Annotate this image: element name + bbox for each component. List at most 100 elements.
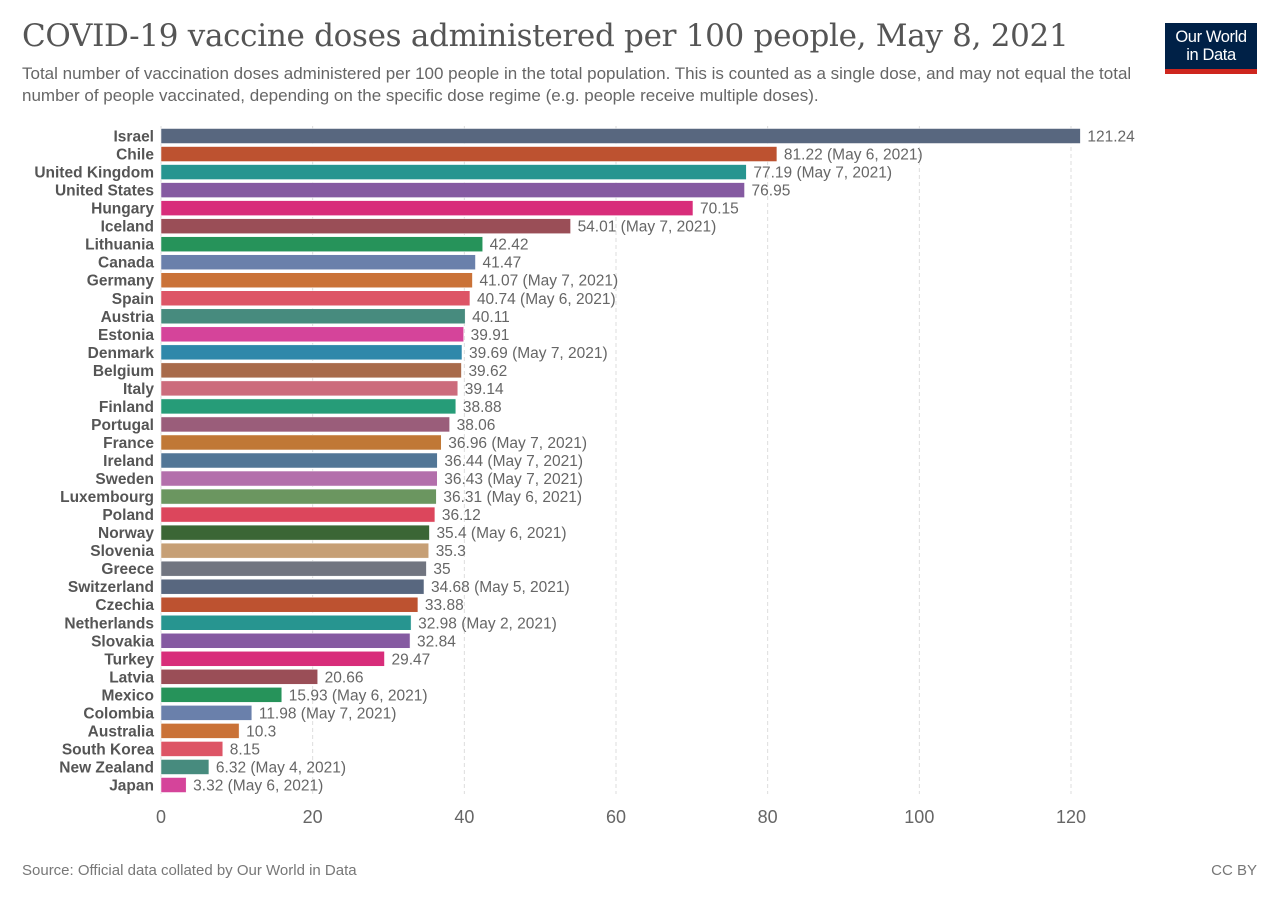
category-label[interactable]: Netherlands [64, 615, 154, 632]
bar-slovenia[interactable] [160, 542, 429, 559]
value-label: 20.66 [325, 669, 364, 686]
bar-czechia[interactable] [160, 596, 419, 613]
category-label[interactable]: Czechia [95, 597, 154, 614]
value-label: 3.32 (May 6, 2021) [193, 778, 323, 795]
bar-japan[interactable] [160, 777, 187, 793]
category-label[interactable]: Austria [101, 309, 155, 326]
bar-canada[interactable] [160, 254, 476, 270]
bar-slovakia[interactable] [160, 633, 411, 649]
category-label[interactable]: United Kingdom [34, 165, 154, 182]
bar-latvia[interactable] [160, 669, 318, 685]
category-label[interactable]: United States [55, 183, 154, 200]
bar-lithuania[interactable] [160, 236, 483, 252]
chart-subtitle: Total number of vaccination doses admini… [22, 64, 1132, 105]
category-label[interactable]: Spain [112, 291, 154, 308]
category-label[interactable]: Ireland [103, 453, 154, 470]
category-label[interactable]: Chile [116, 147, 154, 164]
bar-chile[interactable] [160, 146, 778, 162]
bar-netherlands[interactable] [160, 615, 412, 631]
value-label: 36.43 (May 7, 2021) [444, 471, 583, 488]
bar-germany[interactable] [160, 272, 473, 288]
bar-colombia[interactable] [160, 705, 253, 721]
category-label[interactable]: South Korea [62, 741, 155, 758]
bar-france[interactable] [160, 434, 442, 451]
bar-austria[interactable] [160, 308, 466, 325]
bar-estonia[interactable] [160, 326, 464, 343]
category-label[interactable]: Iceland [101, 219, 154, 236]
category-label[interactable]: Latvia [109, 669, 154, 686]
category-label[interactable]: Slovakia [91, 633, 154, 650]
category-label[interactable]: Slovenia [90, 543, 154, 560]
bar-poland[interactable] [160, 506, 436, 523]
value-label: 40.11 [472, 309, 510, 326]
bar-belgium[interactable] [160, 362, 462, 379]
category-label[interactable]: Finland [99, 399, 154, 416]
category-label[interactable]: Japan [109, 778, 154, 795]
bar-mexico[interactable] [160, 687, 283, 703]
license-link[interactable]: CC BY [1211, 862, 1257, 879]
bar-greece[interactable] [160, 560, 427, 577]
bar-portugal[interactable] [160, 416, 450, 433]
bar-denmark[interactable] [160, 344, 463, 361]
category-label[interactable]: France [103, 435, 154, 452]
bar-turkey[interactable] [160, 651, 385, 667]
value-label: 54.01 (May 7, 2021) [578, 219, 717, 236]
value-label: 39.91 [471, 327, 510, 344]
category-label[interactable]: Greece [101, 561, 154, 578]
bar-switzerland[interactable] [160, 578, 425, 595]
category-label[interactable]: Denmark [88, 345, 155, 362]
logo-line-2: in Data [1186, 46, 1236, 64]
value-label: 33.88 [425, 597, 464, 614]
category-label[interactable]: New Zealand [59, 759, 154, 776]
category-label[interactable]: Luxembourg [60, 489, 154, 506]
value-label: 8.15 [230, 741, 260, 758]
category-label[interactable]: Australia [88, 723, 155, 740]
category-label[interactable]: Italy [123, 381, 154, 398]
bar-israel[interactable] [160, 128, 1081, 144]
source-note[interactable]: Source: Official data collated by Our Wo… [22, 862, 357, 879]
category-label[interactable]: Turkey [104, 651, 154, 668]
category-label[interactable]: Lithuania [85, 237, 154, 254]
logo-line-1: Our World [1175, 28, 1247, 46]
value-label: 36.44 (May 7, 2021) [444, 453, 583, 470]
category-label[interactable]: Estonia [98, 327, 154, 344]
x-tick-label: 100 [904, 807, 934, 827]
category-label[interactable]: Germany [87, 273, 155, 290]
category-label[interactable]: Belgium [93, 363, 154, 380]
value-label: 32.98 (May 2, 2021) [418, 615, 557, 632]
bar-sweden[interactable] [160, 470, 438, 487]
category-label[interactable]: Mexico [101, 687, 154, 704]
bar-australia[interactable] [160, 723, 240, 739]
category-label[interactable]: Hungary [91, 201, 154, 218]
value-label: 42.42 [490, 237, 529, 254]
bar-united-kingdom[interactable] [160, 164, 747, 180]
value-label: 36.31 (May 6, 2021) [443, 489, 582, 506]
bar-united-states[interactable] [160, 182, 745, 198]
bar-finland[interactable] [160, 398, 457, 415]
value-labels: 121.24 81.22 (May 6, 2021)77.19 (May 7, 2… [193, 129, 1135, 795]
value-label: 81.22 (May 6, 2021) [784, 147, 923, 164]
category-label[interactable]: Colombia [83, 705, 154, 722]
bar-new-zealand[interactable] [160, 759, 210, 775]
value-label: 15.93 (May 6, 2021) [289, 687, 428, 704]
value-label: 77.19 (May 7, 2021) [753, 165, 892, 182]
value-label: 36.96 (May 7, 2021) [448, 435, 587, 452]
category-label[interactable]: Sweden [95, 471, 154, 488]
value-label: 29.47 [391, 651, 430, 668]
category-label[interactable]: Switzerland [68, 579, 154, 596]
bar-spain[interactable] [160, 290, 471, 306]
owid-logo[interactable]: Our World in Data [1165, 23, 1257, 74]
category-label[interactable]: Poland [102, 507, 154, 524]
category-label[interactable]: Israel [113, 129, 154, 146]
bar-ireland[interactable] [160, 452, 438, 469]
bar-iceland[interactable] [160, 218, 571, 234]
category-label[interactable]: Norway [98, 525, 154, 542]
bar-italy[interactable] [160, 380, 459, 397]
bar-norway[interactable] [160, 524, 430, 541]
bar-hungary[interactable] [160, 200, 694, 216]
category-label[interactable]: Canada [98, 255, 154, 272]
bar-luxembourg[interactable] [160, 488, 437, 505]
bar-south-korea[interactable] [160, 741, 224, 757]
category-label[interactable]: Portugal [91, 417, 154, 434]
